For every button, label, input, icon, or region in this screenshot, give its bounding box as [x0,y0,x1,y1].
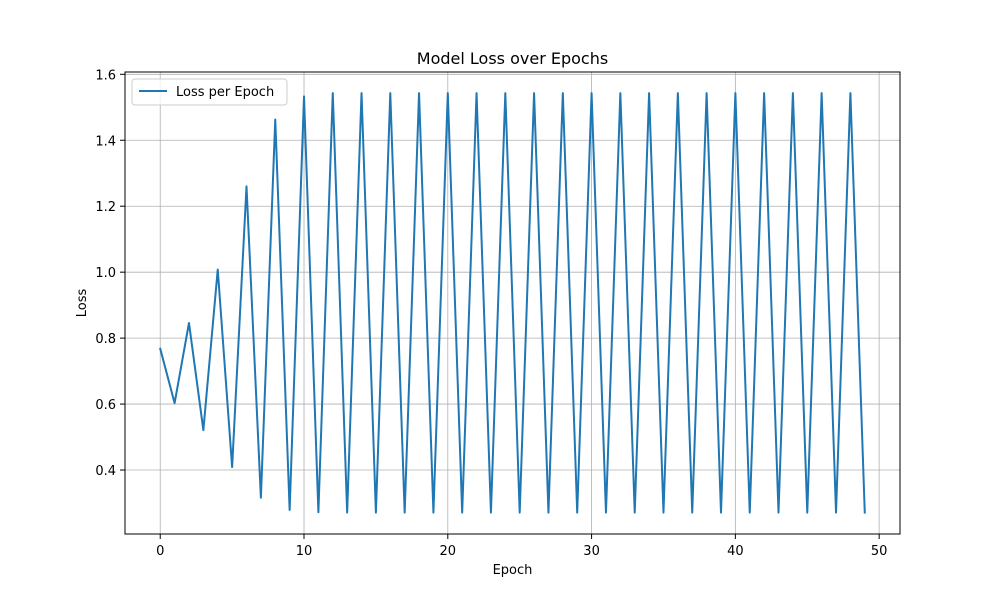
x-tick-label: 20 [440,544,457,559]
y-tick-label: 1.2 [95,200,116,215]
x-tick-label: 30 [583,544,600,559]
x-tick-label: 50 [871,544,888,559]
y-tick-label: 0.8 [95,332,116,347]
y-tick-label: 1.4 [95,134,116,149]
x-axis-label: Epoch [493,563,533,578]
y-tick-label: 0.4 [95,464,116,479]
x-tick-label: 10 [296,544,313,559]
legend-box [131,78,288,106]
x-tick-label: 0 [156,544,164,559]
ticks: 0 10 20 30 40 50 0.4 0.6 0.8 1.0 1.2 1.4 1.6 [95,68,887,559]
legend: Loss per Epoch [131,78,288,106]
series-layer [159,92,866,514]
y-tick-label: 1.0 [95,266,116,281]
chart-title: Model Loss over Epochs [417,49,608,68]
plot-frame [124,71,901,535]
y-tick-label: 1.6 [95,68,116,83]
series-line [159,92,866,514]
x-tick-label: 40 [727,544,744,559]
y-axis-label: Loss [75,289,90,318]
y-tick-label: 0.6 [95,398,116,413]
legend-label: Loss per Epoch [176,85,274,100]
